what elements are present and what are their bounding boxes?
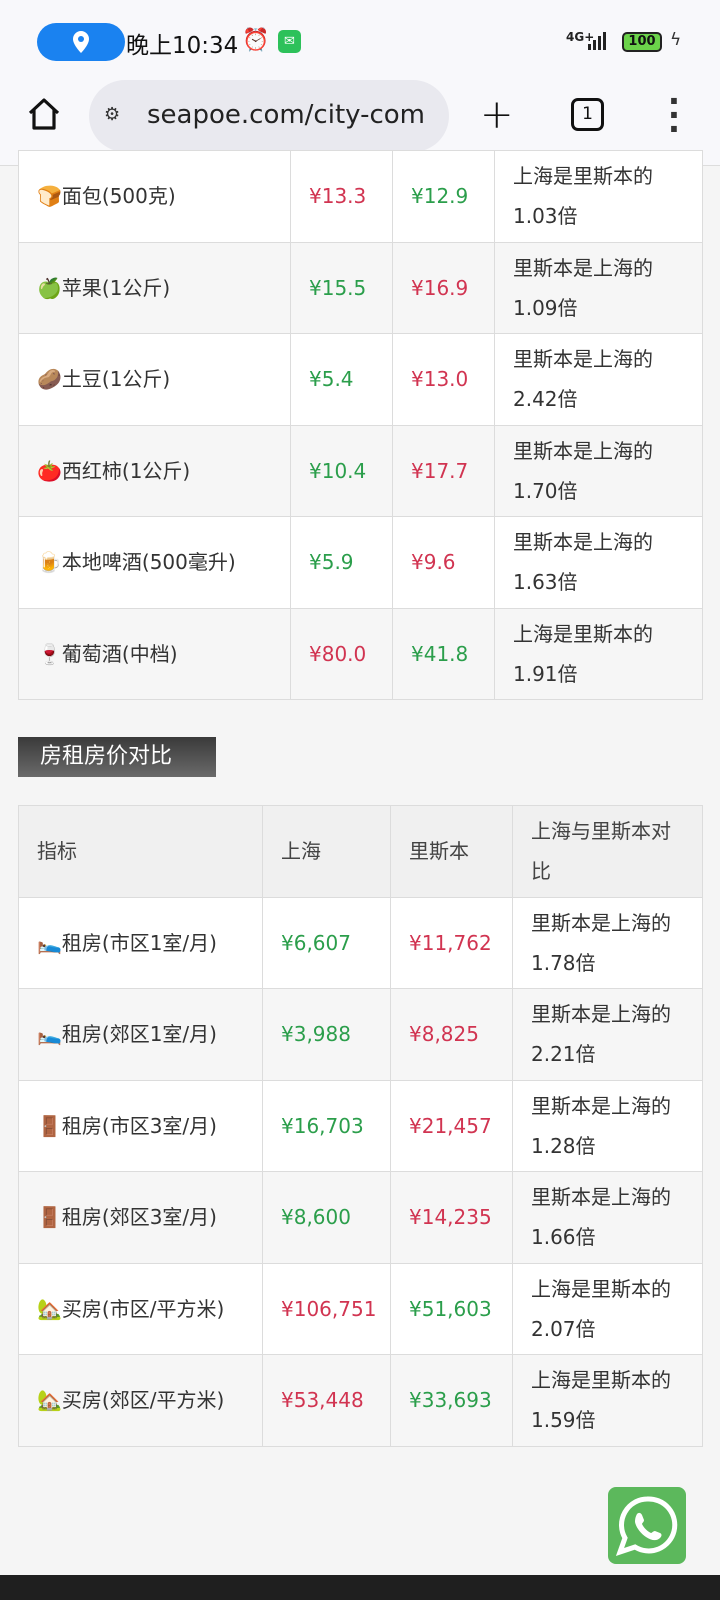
comparison-text: 里斯本是上海的2.21倍 [512,988,703,1081]
lisbon-price: ¥33,693 [390,1354,513,1447]
row-item-label: 🍞面包(500克) [18,150,291,243]
lisbon-price: ¥9.6 [392,516,495,609]
battery-icon: 100 [622,32,662,52]
shanghai-price: ¥80.0 [290,607,393,700]
more-menu-icon[interactable]: · · · [667,82,681,148]
header-shanghai: 上海 [262,805,391,898]
status-time: 晚上10:34 [126,33,239,59]
lisbon-price: ¥14,235 [390,1171,513,1264]
shanghai-price: ¥13.3 [290,150,393,243]
shanghai-price: ¥5.4 [290,333,393,426]
table-row: 🍺本地啤酒(500毫升) ¥5.9 ¥9.6 里斯本是上海的1.63倍 [18,516,703,609]
shanghai-price: ¥53,448 [262,1354,391,1447]
table-row: 🍏苹果(1公斤) ¥15.5 ¥16.9 里斯本是上海的1.09倍 [18,241,703,334]
row-item-label: 🍷葡萄酒(中档) [18,607,291,700]
lisbon-price: ¥12.9 [392,150,495,243]
status-bar: 晚上10:34 ⏰ ✉ 4G+ 100 ϟ [0,0,720,80]
lisbon-price: ¥11,762 [390,896,513,989]
home-icon[interactable] [26,96,62,136]
shanghai-price: ¥6,607 [262,896,391,989]
header-item: 指标 [18,805,263,898]
row-item-label: 🍏苹果(1公斤) [18,241,291,334]
table-row: 🚪租房(郊区3室/月) ¥8,600 ¥14,235 里斯本是上海的1.66倍 [18,1171,703,1264]
section-title-housing: 房租房价对比 [18,737,216,777]
shanghai-price: ¥8,600 [262,1171,391,1264]
new-tab-icon[interactable]: + [480,92,514,138]
table-header-row: 指标 上海 里斯本 上海与里斯本对比 [18,805,703,898]
comparison-text: 里斯本是上海的1.09倍 [494,241,703,334]
row-item-label: 🛌租房(市区1室/月) [18,896,263,989]
lisbon-price: ¥13.0 [392,333,495,426]
table-row: 🥔土豆(1公斤) ¥5.4 ¥13.0 里斯本是上海的2.42倍 [18,333,703,426]
comparison-text: 里斯本是上海的1.78倍 [512,896,703,989]
housing-price-table: 指标 上海 里斯本 上海与里斯本对比 🛌租房(市区1室/月) ¥6,607 ¥11,… [18,805,703,1447]
system-nav-bar [0,1575,720,1600]
shanghai-price: ¥5.9 [290,516,393,609]
comparison-text: 里斯本是上海的1.70倍 [494,424,703,517]
table-row: 🏡买房(市区/平方米) ¥106,751 ¥51,603 上海是里斯本的2.07倍 [18,1262,703,1355]
comparison-text: 里斯本是上海的1.28倍 [512,1079,703,1172]
url-text[interactable]: seapoe.com/city-com [147,100,425,130]
address-bar[interactable]: ⚙ seapoe.com/city-com [89,80,449,152]
row-item-label: 🚪租房(郊区3室/月) [18,1171,263,1264]
row-item-label: 🏡买房(郊区/平方米) [18,1354,263,1447]
shanghai-price: ¥15.5 [290,241,393,334]
table-row: 🍅西红柿(1公斤) ¥10.4 ¥17.7 里斯本是上海的1.70倍 [18,424,703,517]
lisbon-price: ¥16.9 [392,241,495,334]
shanghai-price: ¥16,703 [262,1079,391,1172]
header-compare: 上海与里斯本对比 [512,805,703,898]
network-type: 4G+ [566,30,595,44]
wechat-icon: ✉ [278,30,301,53]
comparison-text: 上海是里斯本的1.91倍 [494,607,703,700]
site-settings-icon[interactable]: ⚙ [104,104,121,125]
shanghai-price: ¥106,751 [262,1262,391,1355]
row-item-label: 🚪租房(市区3室/月) [18,1079,263,1172]
row-item-label: 🛌租房(郊区1室/月) [18,988,263,1081]
header-lisbon: 里斯本 [390,805,513,898]
location-icon[interactable] [37,23,125,61]
table-row: 🛌租房(市区1室/月) ¥6,607 ¥11,762 里斯本是上海的1.78倍 [18,896,703,989]
lisbon-price: ¥8,825 [390,988,513,1081]
lisbon-price: ¥21,457 [390,1079,513,1172]
row-item-label: 🍅西红柿(1公斤) [18,424,291,517]
row-item-label: 🏡买房(市区/平方米) [18,1262,263,1355]
signal-icon [588,32,606,50]
shanghai-price: ¥3,988 [262,988,391,1081]
table-row: 🏡买房(郊区/平方米) ¥53,448 ¥33,693 上海是里斯本的1.59倍 [18,1354,703,1447]
table-row: 🍞面包(500克) ¥13.3 ¥12.9 上海是里斯本的1.03倍 [18,150,703,243]
lisbon-price: ¥51,603 [390,1262,513,1355]
table-row: 🍷葡萄酒(中档) ¥80.0 ¥41.8 上海是里斯本的1.91倍 [18,607,703,700]
whatsapp-button[interactable] [608,1487,686,1564]
comparison-text: 上海是里斯本的1.59倍 [512,1354,703,1447]
comparison-text: 上海是里斯本的2.07倍 [512,1262,703,1355]
comparison-text: 里斯本是上海的2.42倍 [494,333,703,426]
tab-switcher-button[interactable]: 1 [571,98,604,131]
table-row: 🛌租房(郊区1室/月) ¥3,988 ¥8,825 里斯本是上海的2.21倍 [18,988,703,1081]
lisbon-price: ¥17.7 [392,424,495,517]
table-row: 🚪租房(市区3室/月) ¥16,703 ¥21,457 里斯本是上海的1.28倍 [18,1079,703,1172]
row-item-label: 🍺本地啤酒(500毫升) [18,516,291,609]
charging-icon: ϟ [670,30,682,50]
whatsapp-icon [615,1496,678,1556]
row-item-label: 🥔土豆(1公斤) [18,333,291,426]
comparison-text: 里斯本是上海的1.63倍 [494,516,703,609]
comparison-text: 里斯本是上海的1.66倍 [512,1171,703,1264]
lisbon-price: ¥41.8 [392,607,495,700]
shanghai-price: ¥10.4 [290,424,393,517]
comparison-text: 上海是里斯本的1.03倍 [494,150,703,243]
food-price-table: 🍞面包(500克) ¥13.3 ¥12.9 上海是里斯本的1.03倍 🍏苹果(1公斤) ¥… [18,150,703,700]
alarm-icon: ⏰ [242,28,270,53]
